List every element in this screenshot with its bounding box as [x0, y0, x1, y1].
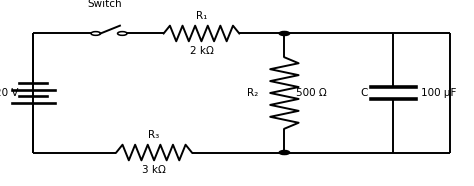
Text: R₃: R₃: [148, 130, 160, 140]
Text: R₂: R₂: [247, 88, 258, 98]
Text: 3 kΩ: 3 kΩ: [142, 165, 166, 175]
Circle shape: [279, 31, 290, 36]
Text: R₁: R₁: [196, 11, 207, 21]
Circle shape: [279, 150, 290, 155]
Text: 20 V: 20 V: [0, 88, 19, 98]
Text: Switch: Switch: [87, 0, 122, 9]
Text: 500 Ω: 500 Ω: [296, 88, 327, 98]
Text: 2 kΩ: 2 kΩ: [190, 46, 213, 56]
Text: 100 μF: 100 μF: [421, 88, 456, 98]
Text: C: C: [360, 88, 367, 98]
